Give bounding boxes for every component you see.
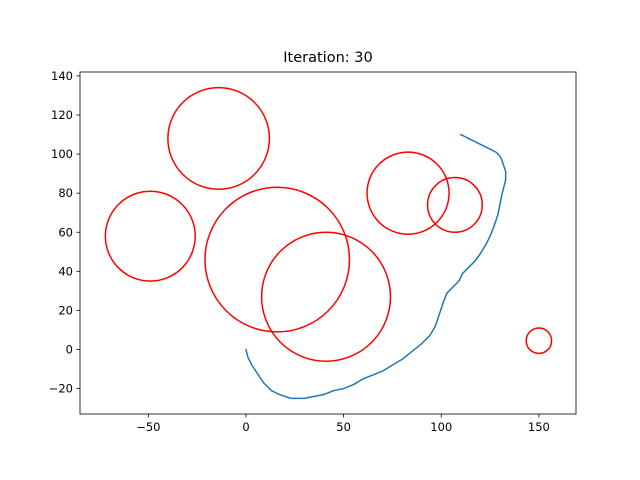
y-tick-label: 40 bbox=[58, 264, 73, 278]
y-tick-label: 120 bbox=[51, 108, 73, 122]
y-tick-label: 0 bbox=[66, 343, 73, 357]
x-tick-label: 150 bbox=[528, 420, 550, 434]
y-tick-label: 100 bbox=[51, 147, 73, 161]
axes-frame bbox=[79, 71, 577, 415]
y-tick-label: 20 bbox=[58, 303, 73, 317]
obstacle-circle-1 bbox=[167, 86, 271, 191]
plot-area bbox=[104, 86, 553, 400]
x-tick-label: 0 bbox=[242, 420, 249, 434]
chart-title: Iteration: 30 bbox=[283, 50, 372, 66]
x-tick-label: 50 bbox=[336, 420, 351, 434]
obstacle-circle-7 bbox=[525, 327, 553, 355]
y-tick-label: −20 bbox=[49, 382, 73, 396]
obstacle-circle-2 bbox=[104, 190, 196, 282]
plot-clip-group bbox=[104, 86, 553, 400]
path-line-1 bbox=[245, 133, 507, 400]
obstacle-circle-5 bbox=[366, 151, 450, 235]
obstacle-circle-6 bbox=[426, 176, 484, 234]
x-tick-label: −50 bbox=[136, 420, 160, 434]
y-tick-label: 140 bbox=[51, 69, 73, 83]
x-tick-label: 100 bbox=[430, 420, 452, 434]
obstacle-circle-3 bbox=[204, 186, 351, 333]
axes: −50 0 50 100 150 −20 0 20 40 60 80 100 120 140 bbox=[49, 69, 577, 434]
y-tick-label: 60 bbox=[58, 225, 73, 239]
obstacle-circle-4 bbox=[260, 231, 392, 362]
y-tick-label: 80 bbox=[58, 186, 73, 200]
